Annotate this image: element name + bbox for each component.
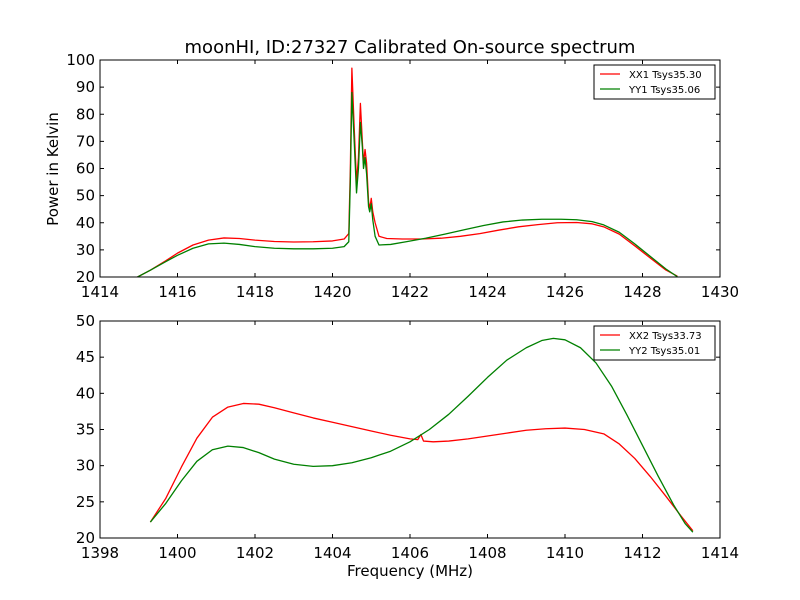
x-tick-label: 1430	[701, 283, 739, 301]
x-tick-label: 1410	[546, 544, 584, 562]
y-tick-label: 20	[76, 529, 95, 547]
x-tick-label: 1416	[158, 283, 196, 301]
y-axis-label: Power in Kelvin	[44, 112, 62, 226]
legend: XX2 Tsys33.73 YY2 Tsys35.01	[593, 325, 716, 361]
x-tick-label: 1404	[313, 544, 351, 562]
series-group	[149, 337, 694, 533]
y-tick-label: 30	[76, 241, 95, 259]
series-line-xx	[136, 67, 678, 277]
series-line-yy	[136, 91, 678, 277]
x-tick-label: 1408	[468, 544, 506, 562]
legend-label: YY2 Tsys35.01	[628, 346, 700, 357]
y-tick-label: 40	[76, 214, 95, 232]
x-tick-label: 1400	[158, 544, 196, 562]
series-line-yy	[149, 337, 694, 533]
top-plot: 1414 1416 1418 1420 1422 1424 1426 1428 1430 20 30…	[66, 51, 739, 301]
bottom-plot: 1398 1400 1402 1404 1406 1408 1410 1412 1414 20 25…	[76, 312, 739, 562]
x-tick-label: 1412	[623, 544, 661, 562]
y-tick-label: 50	[76, 187, 95, 205]
chart-title: moonHI, ID:27327 Calibrated On-source sp…	[185, 37, 636, 58]
y-tick-label: 30	[76, 457, 95, 475]
x-tick-label: 1424	[468, 283, 506, 301]
y-tick-label: 35	[76, 421, 95, 439]
x-tick-label: 1426	[546, 283, 584, 301]
y-tick-label: 40	[76, 384, 95, 402]
y-tick-label: 90	[76, 78, 95, 96]
y-tick-label: 100	[66, 51, 95, 69]
x-tick-label: 1428	[623, 283, 661, 301]
y-tick-label: 70	[76, 132, 95, 150]
legend: XX1 Tsys35.30 YY1 Tsys35.06	[593, 64, 716, 100]
legend-box	[593, 325, 716, 361]
y-tick-label: 50	[76, 312, 95, 330]
y-tick-label: 20	[76, 268, 95, 286]
x-tick-label: 1406	[391, 544, 429, 562]
x-tick-label: 1420	[313, 283, 351, 301]
legend-box	[593, 64, 716, 100]
x-tick-label: 1414	[81, 283, 119, 301]
legend-label: XX2 Tsys33.73	[629, 331, 702, 342]
x-tick-label: 1418	[236, 283, 274, 301]
y-tick-label: 80	[76, 105, 95, 123]
x-tick-label: 1402	[236, 544, 274, 562]
y-tick-label: 25	[76, 493, 95, 511]
y-tick-label: 45	[76, 348, 95, 366]
legend-label: YY1 Tsys35.06	[628, 85, 700, 96]
legend-label: XX1 Tsys35.30	[629, 70, 702, 81]
series-group	[136, 67, 678, 277]
x-axis-label: Frequency (MHz)	[347, 562, 473, 580]
x-tick-label: 1422	[391, 283, 429, 301]
x-tick-label: 1414	[701, 544, 739, 562]
x-tick-label: 1398	[81, 544, 119, 562]
y-tick-label: 60	[76, 160, 95, 178]
